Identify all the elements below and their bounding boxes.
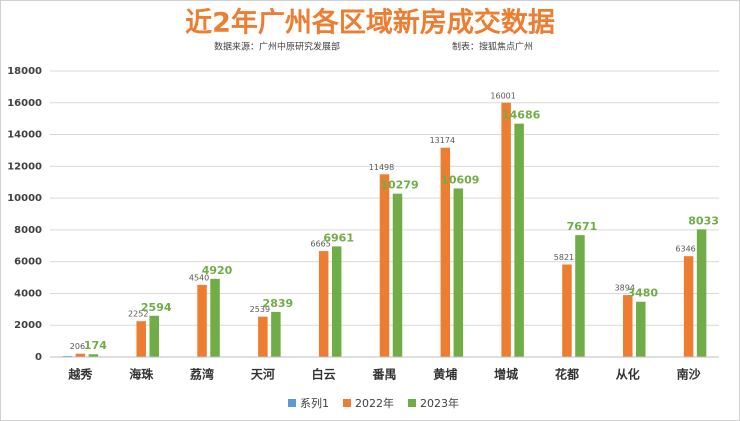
bar	[331, 246, 342, 357]
bar	[623, 295, 633, 357]
x-tick-label: 黄埔	[433, 367, 457, 382]
data-label: 4540	[189, 273, 209, 282]
data-label: 16001	[490, 91, 515, 100]
x-tick-label: 增城	[494, 367, 518, 382]
y-tick-label: 2000	[14, 320, 42, 331]
subtitle: 数据来源：广州中原研究发展部	[214, 41, 340, 53]
data-label: 3480	[627, 287, 658, 300]
x-tick-label: 荔湾	[189, 367, 214, 382]
y-tick-label: 14000	[7, 130, 42, 141]
legend-swatch	[343, 399, 351, 407]
data-label: 10609	[441, 173, 479, 186]
y-tick-label: 6000	[14, 257, 42, 268]
bar	[562, 264, 572, 357]
bar	[149, 315, 159, 357]
legend-label: 2022年	[355, 396, 394, 410]
bar	[379, 174, 390, 357]
data-label: 5821	[554, 253, 574, 262]
bar	[514, 123, 524, 357]
data-label: 7671	[567, 220, 598, 233]
x-tick-label: 白云	[312, 367, 336, 382]
bar	[696, 229, 707, 357]
bar	[575, 235, 585, 357]
y-tick-label: 0	[35, 352, 42, 363]
bar	[440, 147, 451, 357]
x-tick-label: 从化	[616, 367, 640, 382]
data-label: 6665	[311, 240, 331, 249]
y-tick-label: 4000	[14, 288, 42, 299]
y-tick-label: 8000	[14, 225, 42, 236]
bar	[453, 188, 464, 357]
data-label: 174	[84, 339, 107, 352]
bar	[683, 256, 694, 357]
data-label: 2252	[128, 310, 148, 319]
bar	[501, 102, 511, 357]
y-tick-label: 10000	[7, 193, 42, 204]
data-label: 13174	[430, 136, 455, 145]
credit: 制表：搜狐焦点广州	[452, 41, 533, 53]
y-tick-label: 16000	[7, 98, 42, 109]
x-tick-label: 天河	[251, 367, 275, 382]
bar	[197, 284, 207, 357]
data-label: 4920	[202, 264, 233, 277]
y-tick-label: 12000	[7, 161, 42, 172]
bar	[258, 316, 268, 357]
data-label: 2594	[141, 301, 172, 314]
x-tick-label: 南沙	[677, 367, 701, 382]
data-label: 14686	[502, 109, 541, 122]
bar	[88, 354, 99, 357]
x-tick-label: 海珠	[129, 367, 154, 382]
x-tick-label: 番禺	[371, 367, 396, 382]
x-tick-label: 越秀	[67, 367, 93, 382]
data-label: 3894	[615, 284, 635, 293]
bar	[318, 251, 329, 357]
data-label: 8033	[688, 214, 719, 227]
data-label: 6346	[675, 245, 695, 254]
x-tick-label: 花都	[555, 367, 579, 382]
bar	[636, 301, 646, 357]
data-label: 206	[70, 342, 85, 351]
data-label: 2539	[250, 305, 270, 314]
y-tick-label: 18000	[7, 66, 42, 77]
data-label: 2839	[263, 297, 294, 310]
legend-swatch	[408, 399, 416, 407]
data-label: 6961	[323, 231, 354, 244]
bar	[136, 321, 146, 357]
legend-swatch	[288, 399, 296, 407]
data-label: 10279	[380, 179, 418, 192]
bar	[392, 193, 403, 357]
legend-label: 2023年	[420, 396, 459, 410]
data-label: 11498	[369, 163, 394, 172]
bar	[75, 353, 86, 357]
bar	[271, 311, 281, 357]
legend-label: 系列1	[300, 396, 329, 410]
bar	[210, 278, 220, 357]
chart-title: 近2年广州各区域新房成交数据	[185, 7, 555, 39]
